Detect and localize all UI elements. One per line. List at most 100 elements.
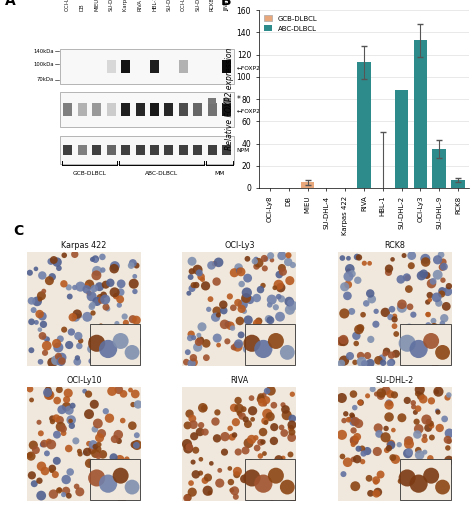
Circle shape — [339, 356, 349, 366]
Circle shape — [386, 445, 392, 451]
Y-axis label: Relative FOXP2 expression: Relative FOXP2 expression — [225, 48, 234, 150]
Circle shape — [339, 454, 345, 459]
Circle shape — [200, 277, 205, 282]
Bar — [222, 103, 231, 116]
Circle shape — [253, 294, 261, 302]
Circle shape — [404, 275, 411, 281]
Circle shape — [441, 415, 448, 422]
Circle shape — [348, 308, 355, 315]
Circle shape — [265, 315, 273, 323]
Circle shape — [360, 312, 366, 317]
Circle shape — [444, 456, 454, 466]
Circle shape — [374, 423, 383, 432]
Circle shape — [117, 280, 126, 288]
Circle shape — [75, 487, 84, 496]
Circle shape — [134, 432, 140, 438]
Circle shape — [390, 257, 395, 262]
Circle shape — [102, 482, 109, 490]
Circle shape — [346, 256, 351, 261]
Circle shape — [261, 255, 268, 262]
Circle shape — [240, 474, 249, 483]
Circle shape — [343, 411, 348, 416]
Bar — [63, 145, 72, 155]
Circle shape — [82, 450, 88, 455]
Circle shape — [103, 331, 112, 339]
Circle shape — [78, 338, 83, 343]
Circle shape — [398, 479, 403, 484]
Circle shape — [99, 340, 117, 358]
Circle shape — [52, 258, 62, 267]
Circle shape — [281, 402, 286, 407]
Circle shape — [38, 332, 46, 340]
Circle shape — [127, 327, 135, 336]
Bar — [395, 90, 409, 188]
Circle shape — [87, 344, 96, 354]
Circle shape — [354, 341, 359, 346]
Circle shape — [190, 432, 198, 440]
Circle shape — [93, 258, 98, 263]
Circle shape — [100, 267, 106, 273]
Circle shape — [123, 330, 129, 337]
Circle shape — [113, 333, 128, 349]
Circle shape — [102, 281, 110, 289]
Circle shape — [409, 486, 417, 494]
Text: Karpas 422: Karpas 422 — [123, 0, 128, 11]
Circle shape — [49, 415, 55, 422]
Circle shape — [212, 307, 221, 315]
Circle shape — [435, 480, 450, 495]
Circle shape — [41, 467, 49, 475]
Circle shape — [415, 343, 421, 349]
Circle shape — [254, 475, 273, 493]
Circle shape — [349, 412, 355, 418]
Circle shape — [271, 402, 277, 409]
Circle shape — [236, 267, 242, 274]
Circle shape — [188, 257, 197, 266]
Circle shape — [417, 392, 425, 400]
Bar — [78, 103, 87, 116]
Circle shape — [250, 417, 255, 422]
Circle shape — [260, 483, 269, 492]
Circle shape — [113, 430, 123, 439]
Bar — [301, 182, 314, 188]
Circle shape — [43, 388, 52, 397]
Bar — [179, 103, 188, 116]
Circle shape — [202, 485, 213, 496]
Circle shape — [85, 390, 92, 398]
Bar — [150, 60, 159, 73]
Circle shape — [279, 268, 287, 276]
Bar — [121, 103, 130, 116]
Circle shape — [260, 439, 265, 445]
Circle shape — [88, 335, 105, 352]
Circle shape — [438, 290, 445, 297]
Circle shape — [182, 439, 192, 449]
Circle shape — [268, 333, 284, 349]
Circle shape — [288, 492, 299, 502]
Circle shape — [370, 386, 376, 392]
Circle shape — [363, 300, 370, 307]
Title: Karpas 422: Karpas 422 — [62, 242, 107, 250]
Circle shape — [350, 481, 360, 491]
Circle shape — [275, 334, 285, 343]
Circle shape — [430, 278, 437, 285]
Bar — [222, 60, 231, 73]
Circle shape — [365, 475, 373, 482]
Circle shape — [88, 459, 97, 468]
Circle shape — [391, 454, 400, 464]
Circle shape — [375, 430, 383, 438]
Circle shape — [385, 269, 392, 276]
Circle shape — [434, 480, 439, 485]
Circle shape — [257, 286, 264, 293]
Circle shape — [423, 333, 439, 349]
Circle shape — [66, 468, 74, 476]
Circle shape — [208, 491, 212, 495]
Circle shape — [91, 326, 97, 332]
Circle shape — [275, 312, 285, 321]
Circle shape — [132, 274, 137, 279]
Circle shape — [413, 430, 421, 439]
Circle shape — [439, 485, 445, 490]
Text: NPM: NPM — [237, 148, 250, 153]
Circle shape — [271, 325, 280, 334]
Circle shape — [236, 317, 244, 325]
Circle shape — [346, 417, 351, 423]
Circle shape — [185, 409, 194, 418]
